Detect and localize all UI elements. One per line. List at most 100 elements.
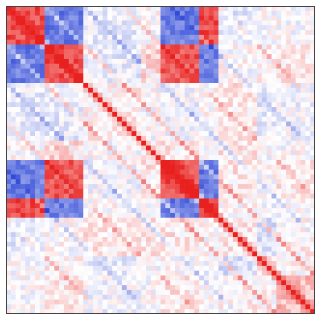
heatmap-cell [213,150,219,156]
heatmap-cell [73,309,79,314]
heatmap-cell [261,227,268,233]
heatmap-cell [20,83,26,89]
heatmap-cell [237,54,243,60]
heatmap-cell [10,102,16,108]
heatmap-cell [286,232,292,238]
heatmap-cell [218,54,224,60]
heatmap-cell [126,270,132,276]
heatmap-cell [146,193,152,199]
heatmap-cell [141,164,147,170]
heatmap-cell [20,15,26,21]
heatmap-cell [15,58,21,65]
heatmap-cell [54,198,60,204]
heatmap-cell [155,131,161,137]
heatmap-cell [121,126,128,132]
heatmap-cell [25,131,31,137]
heatmap-cell [247,227,253,233]
heatmap-cell [257,73,263,79]
heatmap-cell [63,135,70,142]
heatmap-cell [232,121,239,127]
heatmap-cell [20,49,26,55]
heatmap-cell [276,309,282,314]
heatmap-cell [199,135,205,142]
heatmap-cell [174,188,181,194]
heatmap-cell [261,289,268,296]
heatmap-cell [136,164,142,170]
heatmap-cell [165,280,171,286]
heatmap-cell [92,150,99,156]
heatmap-cell [126,58,132,65]
heatmap-cell [281,135,287,142]
heatmap-cell [136,92,142,98]
heatmap-cell [97,174,103,180]
heatmap-cell [54,222,60,228]
heatmap-cell [112,97,118,103]
heatmap-cell [146,83,152,89]
heatmap-cell [97,145,103,151]
heatmap-cell [208,131,214,137]
heatmap-cell [20,241,26,247]
heatmap-cell [73,193,79,199]
heatmap-cell [63,299,70,305]
heatmap-cell [300,265,306,271]
heatmap-cell [15,135,21,142]
heatmap-cell [184,83,190,89]
heatmap-cell [25,68,31,74]
heatmap-cell [126,25,132,31]
heatmap-cell [102,58,108,65]
heatmap-cell [184,107,190,113]
heatmap-cell [257,285,263,291]
heatmap-cell [92,155,99,161]
heatmap-cell [179,68,185,74]
heatmap-cell [44,34,50,40]
heatmap-cell [73,237,79,243]
heatmap-cell [194,270,200,276]
heatmap-cell [305,251,311,257]
heatmap-cell [97,246,103,252]
heatmap-cell [247,30,253,36]
heatmap-cell [271,68,277,74]
heatmap-cell [232,78,239,84]
heatmap-cell [68,83,74,89]
heatmap-cell [295,102,301,108]
heatmap-cell [237,49,243,55]
heatmap-cell [295,92,301,98]
heatmap-cell [68,63,74,69]
heatmap-cell [30,270,36,276]
heatmap-cell [102,294,108,300]
heatmap-cell [150,78,156,84]
heatmap-cell [310,73,315,79]
heatmap-cell [102,92,108,98]
heatmap-cell [199,97,205,103]
heatmap-cell [199,212,205,219]
heatmap-cell [6,126,12,132]
heatmap-cell [63,193,70,199]
heatmap-cell [102,164,108,170]
heatmap-cell [184,44,190,50]
heatmap-cell [290,294,296,300]
heatmap-cell [78,121,84,127]
heatmap-cell [68,131,74,137]
heatmap-cell [276,251,282,257]
heatmap-cell [155,49,161,55]
heatmap-cell [121,265,128,271]
heatmap-cell [59,261,65,267]
heatmap-cell [15,121,21,127]
heatmap-cell [49,145,55,151]
heatmap-cell [88,304,94,310]
heatmap-cell [247,126,253,132]
heatmap-cell [184,160,190,166]
heatmap-cell [73,256,79,262]
heatmap-cell [170,193,176,199]
heatmap-cell [34,270,41,276]
heatmap-cell [228,280,234,286]
heatmap-cell [155,68,161,74]
heatmap-cell [131,265,137,271]
heatmap-cell [184,15,190,21]
heatmap-cell [141,58,147,65]
heatmap-cell [276,116,282,122]
heatmap-cell [179,6,185,12]
heatmap-cell [310,68,315,74]
heatmap-cell [228,193,234,199]
heatmap-cell [242,6,248,12]
